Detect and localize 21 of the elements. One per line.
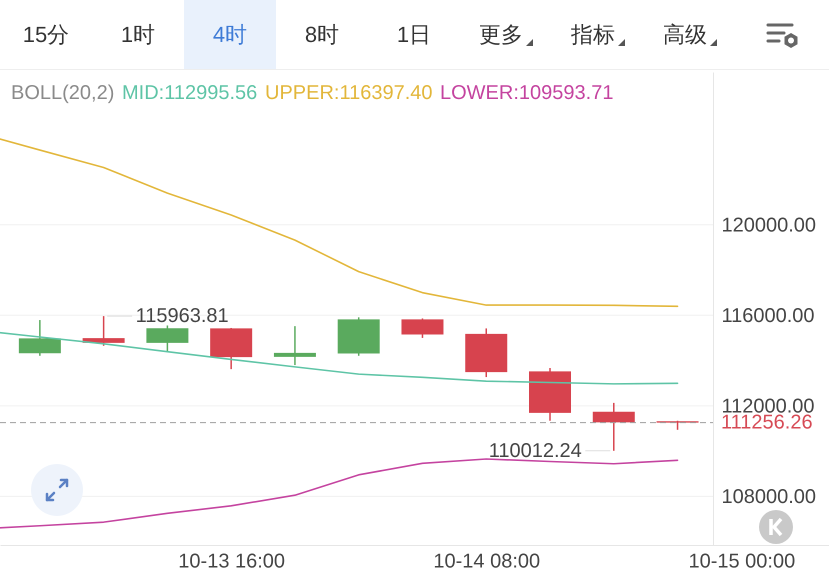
text: 15分 bbox=[22, 20, 70, 48]
x-tick-label: 10-15 00:00 bbox=[688, 550, 796, 571]
annotation: 110012.24 bbox=[488, 440, 582, 462]
text: 指标 bbox=[571, 20, 615, 48]
annotation: 115963.81 bbox=[136, 305, 229, 328]
candlestick bbox=[274, 325, 316, 366]
text: 4时 bbox=[212, 20, 248, 48]
text: LOWER:109593.71 bbox=[440, 82, 614, 104]
text: 更多 bbox=[479, 20, 523, 48]
text: 8时 bbox=[304, 20, 340, 48]
text: 1时 bbox=[120, 20, 156, 48]
text: MID:112995.56 bbox=[122, 82, 258, 104]
y-tick-label: 120000.00 bbox=[722, 214, 816, 236]
text: 1日 bbox=[396, 20, 432, 48]
x-tick-label: 10-14 08:00 bbox=[433, 550, 540, 571]
legend-title: BOLL(20,2) bbox=[11, 82, 114, 104]
text: UPPER:116397.40 bbox=[265, 82, 433, 104]
text: 高级 bbox=[663, 20, 707, 48]
y-tick-label: 108000.00 bbox=[722, 486, 816, 508]
y-tick-label: 116000.00 bbox=[722, 304, 815, 327]
x-tick-label: 10-13 16:00 bbox=[178, 550, 286, 571]
